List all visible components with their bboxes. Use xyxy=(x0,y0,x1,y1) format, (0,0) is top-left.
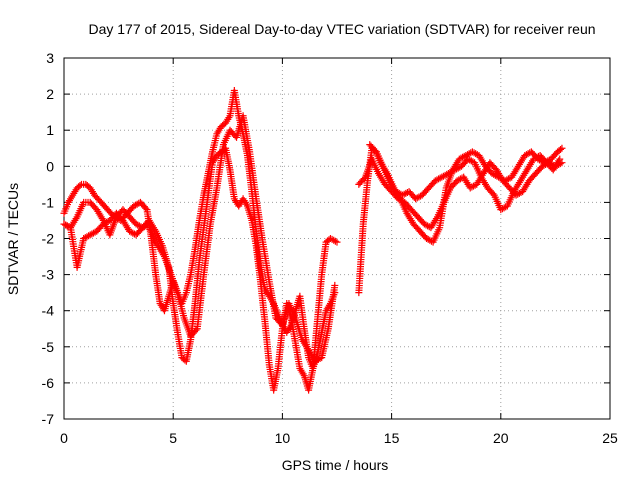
data-point-A xyxy=(76,182,84,190)
data-point-D xyxy=(558,144,566,152)
y-axis-label: SDTVAR / TECUs xyxy=(5,183,21,295)
data-point-D xyxy=(556,145,564,153)
x-tick-labels: 0 5 10 15 20 25 xyxy=(60,430,618,446)
y-tick-label: -6 xyxy=(42,375,55,391)
y-tick-label: -7 xyxy=(42,411,55,427)
data-point-C xyxy=(331,281,339,289)
y-tick-label: -2 xyxy=(42,231,55,247)
data-point-B xyxy=(331,237,339,245)
x-tick-label: 5 xyxy=(169,430,177,446)
chart-title: Day 177 of 2015, Sidereal Day-to-day VTE… xyxy=(88,21,595,37)
x-axis-label: GPS time / hours xyxy=(282,457,389,473)
axis-ticks xyxy=(63,57,611,420)
y-tick-label: 1 xyxy=(46,122,54,138)
data-point-C xyxy=(63,222,71,230)
y-tick-label: 2 xyxy=(46,86,54,102)
grid xyxy=(64,58,610,419)
x-tick-label: 0 xyxy=(60,430,68,446)
data-point-F xyxy=(556,155,564,163)
data-point-F xyxy=(371,146,379,154)
data-point-B xyxy=(330,236,338,244)
y-tick-label: 3 xyxy=(46,50,54,66)
y-tick-label: 0 xyxy=(46,158,54,174)
y-tick-label: -4 xyxy=(42,303,55,319)
y-tick-labels: -7 -6 -5 -4 -3 -2 -1 0 1 2 3 xyxy=(42,50,55,427)
y-tick-label: -1 xyxy=(42,194,55,210)
x-tick-label: 20 xyxy=(493,430,509,446)
data-point-C xyxy=(192,326,200,334)
data-point-B xyxy=(333,238,341,246)
data-point-F xyxy=(489,190,497,198)
data-points xyxy=(60,86,566,394)
data-point-E xyxy=(515,189,523,197)
x-tick-label: 10 xyxy=(275,430,291,446)
data-point-F xyxy=(467,157,475,165)
y-tick-label: -3 xyxy=(42,267,55,283)
y-tick-label: -5 xyxy=(42,339,55,355)
x-tick-label: 15 xyxy=(384,430,400,446)
data-point-D xyxy=(472,150,480,158)
data-point-E xyxy=(470,182,477,190)
data-point-F xyxy=(415,193,423,201)
data-point-A xyxy=(142,204,150,212)
x-tick-label: 25 xyxy=(602,430,618,446)
